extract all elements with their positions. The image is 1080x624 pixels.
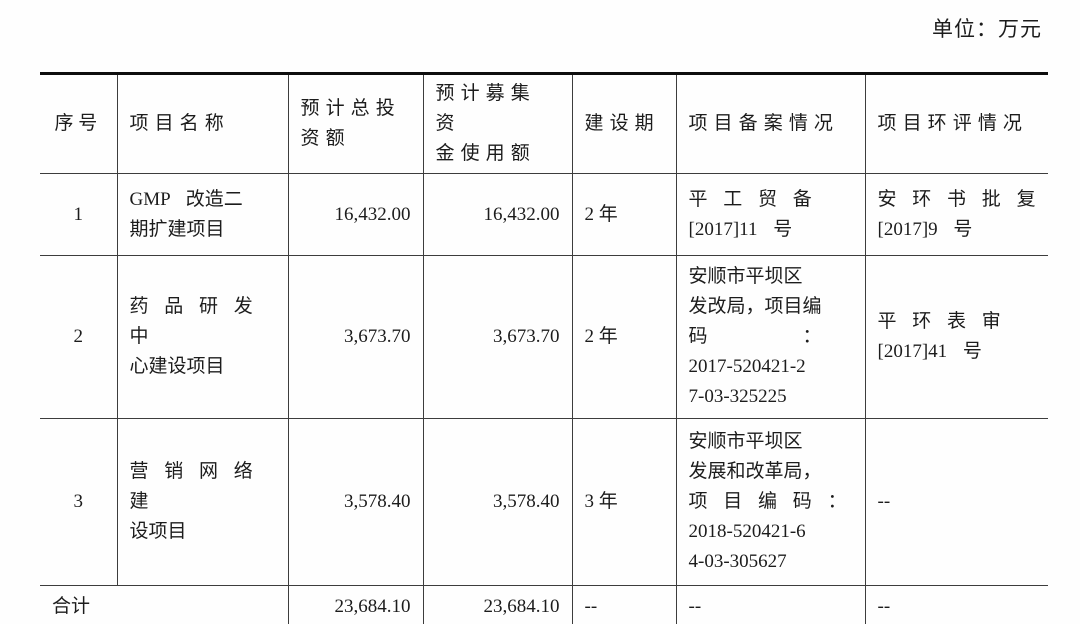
unit-label: 单位：万元 xyxy=(932,17,1042,41)
cell-raised-funds: 16,432.00 xyxy=(422,173,573,256)
cell-project-name: GMP 改造二 期扩建项目 xyxy=(116,173,289,256)
cell-seq: 3 xyxy=(40,418,118,586)
cell-eia-status: 平 环 表 审 [2017]41 号 xyxy=(864,255,1048,419)
cell-total-investment: 23,684.10 xyxy=(287,585,424,624)
cell-project-name: 营 销 网 络 建 设项目 xyxy=(116,418,289,586)
cell-total-label: 合计 xyxy=(40,585,289,624)
cell-raised-funds: 3,578.40 xyxy=(422,418,573,586)
table-row: 2 药 品 研 发 中 心建设项目 3,673.70 3,673.70 2 年 … xyxy=(40,255,1048,419)
cell-period: 2 年 xyxy=(571,173,677,256)
cell-project-name: 药 品 研 发 中 心建设项目 xyxy=(116,255,289,419)
cell-seq: 2 xyxy=(40,255,118,419)
header-row: 序号 项目名称 预计总投 资额 预计募集资 金使用额 建设期 项目备案情况 项目… xyxy=(40,73,1048,174)
total-row: 合计 23,684.10 23,684.10 -- -- -- xyxy=(40,585,1048,624)
header-project-name: 项目名称 xyxy=(116,73,289,174)
fundraising-projects-table: 序号 项目名称 预计总投 资额 预计募集资 金使用额 建设期 项目备案情况 项目… xyxy=(40,72,1048,624)
cell-total-investment: 3,673.70 xyxy=(287,255,424,419)
cell-period: 3 年 xyxy=(571,418,677,586)
cell-filing-status: -- xyxy=(675,585,866,624)
header-seq: 序号 xyxy=(40,73,118,174)
cell-filing-status: 安顺市平坝区 发改局，项目编 码 ： 2017-520421-2 7-03-32… xyxy=(675,255,866,419)
cell-period: -- xyxy=(571,585,677,624)
header-eia-status: 项目环评情况 xyxy=(864,73,1048,174)
cell-filing-status: 安顺市平坝区 发展和改革局， 项 目 编 码 ： 2018-520421-6 4… xyxy=(675,418,866,586)
header-period: 建设期 xyxy=(571,73,677,174)
table-row: 1 GMP 改造二 期扩建项目 16,432.00 16,432.00 2 年 … xyxy=(40,173,1048,256)
cell-period: 2 年 xyxy=(571,255,677,419)
header-total-investment: 预计总投 资额 xyxy=(287,73,424,174)
cell-eia-status: -- xyxy=(864,585,1048,624)
header-raised-funds: 预计募集资 金使用额 xyxy=(422,73,573,174)
cell-filing-status: 平 工 贸 备 [2017]11 号 xyxy=(675,173,866,256)
cell-raised-funds: 3,673.70 xyxy=(422,255,573,419)
cell-eia-status: -- xyxy=(864,418,1048,586)
cell-seq: 1 xyxy=(40,173,118,256)
cell-raised-funds: 23,684.10 xyxy=(422,585,573,624)
cell-total-investment: 3,578.40 xyxy=(287,418,424,586)
cell-eia-status: 安 环 书 批 复 [2017]9 号 xyxy=(864,173,1048,256)
table-row: 3 营 销 网 络 建 设项目 3,578.40 3,578.40 3 年 安顺… xyxy=(40,418,1048,586)
cell-total-investment: 16,432.00 xyxy=(287,173,424,256)
header-filing-status: 项目备案情况 xyxy=(675,73,866,174)
